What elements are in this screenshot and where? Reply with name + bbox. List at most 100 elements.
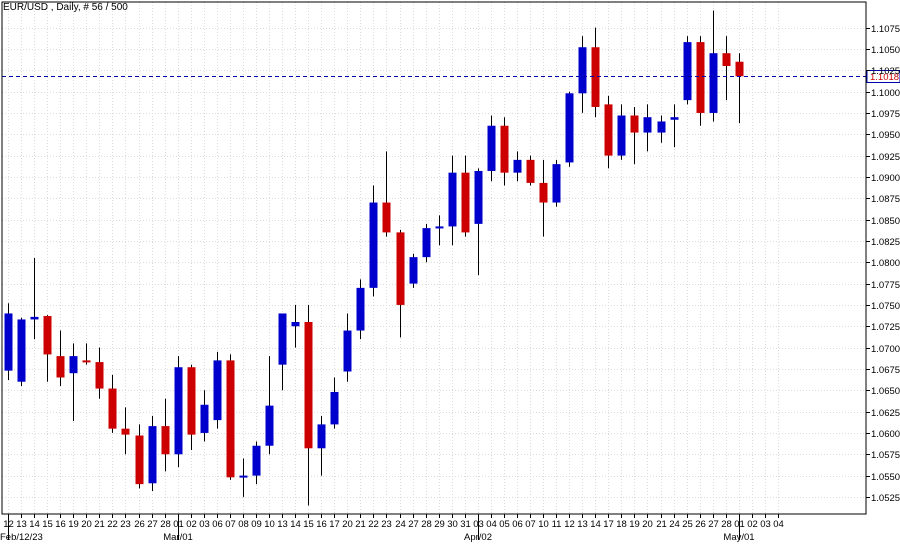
- bull-candle-body: [670, 117, 679, 120]
- price-tick-label: 1.0825: [871, 237, 900, 248]
- price-tick-label: 1.0625: [871, 408, 900, 419]
- overlay-layer: 1.1018: [2, 70, 900, 83]
- bull-candle-body: [356, 287, 365, 331]
- bear-candle-body: [382, 202, 391, 233]
- time-tick-label: 04: [486, 519, 497, 530]
- bull-candle-body: [213, 360, 222, 421]
- time-tick-label: 24: [395, 519, 406, 530]
- time-tick-label: 06: [212, 519, 223, 530]
- price-tick-label: 1.0725: [871, 322, 900, 333]
- price-tick-label: 1.0875: [871, 194, 900, 205]
- price-tick-label: 1.0575: [871, 450, 900, 461]
- bull-candle-body: [657, 121, 666, 133]
- time-tick-label: 02: [186, 519, 197, 530]
- bear-candle-body: [108, 388, 117, 429]
- bear-candle-body: [43, 316, 52, 355]
- time-tick-label: 08: [238, 519, 249, 530]
- bull-candle-body: [643, 117, 652, 133]
- bear-candle-body: [226, 360, 235, 478]
- bear-candle-body: [630, 115, 639, 133]
- bear-candle-body: [461, 172, 470, 233]
- bull-candle-body: [448, 172, 457, 227]
- time-tick-label: 24: [669, 519, 680, 530]
- bear-candle-body: [82, 360, 91, 363]
- time-tick-label: 28: [721, 519, 732, 530]
- time-tick-label: 23: [120, 519, 131, 530]
- bear-candle-body: [526, 159, 535, 183]
- time-tick-label: 20: [81, 519, 92, 530]
- bull-candle-body: [422, 228, 431, 258]
- price-tick-label: 1.0600: [871, 429, 900, 440]
- bull-candle-body: [369, 202, 378, 288]
- chart-title: EUR/USD , Daily, # 56 / 500: [3, 2, 128, 13]
- bull-candle-body: [174, 367, 183, 455]
- time-tick-label: 19: [629, 519, 640, 530]
- time-tick-label: 28: [421, 519, 432, 530]
- time-tick-label: 05: [499, 519, 510, 530]
- bull-candle-body: [252, 445, 261, 476]
- bull-candle-body: [474, 170, 483, 224]
- bull-candle-body: [683, 42, 692, 101]
- time-tick-label: 03: [760, 519, 771, 530]
- time-tick-label: 20: [642, 519, 653, 530]
- time-tick-label: 22: [107, 519, 118, 530]
- time-tick-label: 27: [708, 519, 719, 530]
- price-tick-label: 1.0900: [871, 173, 900, 184]
- bull-candle-body: [617, 115, 626, 156]
- bull-candle-body: [69, 356, 78, 374]
- bear-candle-body: [539, 182, 548, 203]
- time-tick-label: 03: [199, 519, 210, 530]
- bear-candle-body: [735, 61, 744, 77]
- bear-candle-body: [396, 232, 405, 305]
- time-tick-label: 07: [525, 519, 536, 530]
- time-tick-label: 21: [355, 519, 366, 530]
- bear-candle-body: [187, 367, 196, 435]
- month-label: Feb/12/23: [0, 532, 43, 543]
- price-tick-label: 1.1000: [871, 88, 900, 99]
- bull-candle-body: [709, 53, 718, 113]
- time-tick-label: 20: [342, 519, 353, 530]
- time-tick-label: 14: [590, 519, 601, 530]
- time-tick-label: 07: [225, 519, 236, 530]
- bear-candle-body: [591, 47, 600, 107]
- time-tick-label: 28: [160, 519, 171, 530]
- bear-candle-body: [56, 356, 65, 378]
- bull-candle-body: [4, 313, 13, 371]
- bull-candle-body: [278, 313, 287, 365]
- month-label: Mar/01: [163, 532, 193, 543]
- price-tick-label: 1.0675: [871, 365, 900, 376]
- candle-layer: [4, 10, 744, 506]
- bull-candle-body: [487, 125, 496, 171]
- price-tick-label: 1.0850: [871, 216, 900, 227]
- time-tick-label: 25: [682, 519, 693, 530]
- time-tick-label: 04: [773, 519, 784, 530]
- bull-candle-body: [317, 424, 326, 449]
- price-tick-label: 1.1050: [871, 45, 900, 56]
- bull-candle-body: [330, 391, 339, 425]
- bull-candle-body: [578, 47, 587, 94]
- bear-candle-body: [135, 435, 144, 485]
- price-tick-label: 1.0700: [871, 344, 900, 355]
- time-tick-label: 21: [94, 519, 105, 530]
- bull-candle-body: [239, 475, 248, 478]
- bull-candle-body: [343, 330, 352, 372]
- bear-candle-body: [604, 104, 613, 156]
- time-tick-label: 13: [277, 519, 288, 530]
- month-label: May/01: [723, 532, 754, 543]
- price-tick-label: 1.0750: [871, 301, 900, 312]
- time-tick-label: 11: [552, 519, 562, 530]
- price-tick-label: 1.1025: [871, 66, 900, 77]
- time-tick-label: 13: [577, 519, 588, 530]
- time-tick-label: 06: [512, 519, 523, 530]
- time-tick-label: 16: [55, 519, 66, 530]
- bull-candle-body: [409, 257, 418, 284]
- price-axis: 1.0525 1.0550 1.0575 1.0600 1.0625 1.0650 1.06…: [866, 24, 900, 504]
- time-tick-label: 26: [695, 519, 706, 530]
- time-tick-label: 26: [134, 519, 145, 530]
- time-tick-label: 15: [42, 519, 53, 530]
- time-tick-label: 14: [29, 519, 40, 530]
- bear-candle-body: [95, 362, 104, 389]
- bull-candle-body: [200, 404, 209, 433]
